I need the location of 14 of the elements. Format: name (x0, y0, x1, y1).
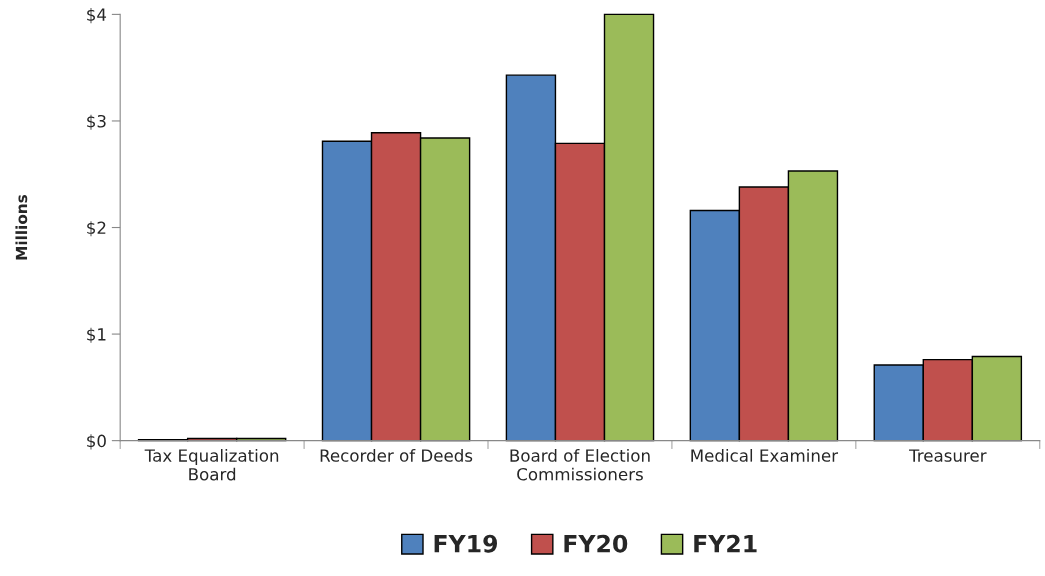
x-tick-label: Tax Equalization Board (144, 448, 279, 481)
y-axis-title: Millions (15, 194, 28, 260)
y-tick-label: $0 (87, 434, 106, 450)
legend-label: FY21 (694, 534, 757, 553)
x-tick-label: Board of Election Commissioners (510, 448, 650, 481)
x-tick-label: Medical Examiner (691, 448, 839, 462)
y-tick-label: $1 (87, 327, 106, 343)
x-tick-label: Recorder of Deeds (320, 448, 473, 462)
y-tick-label: $2 (87, 221, 106, 237)
legend-label: FY19 (434, 534, 498, 553)
y-tick-label: $3 (87, 114, 106, 130)
y-tick-label: $4 (87, 8, 107, 24)
x-tick-label: Treasurer (909, 449, 987, 462)
legend-label: FY20 (564, 534, 628, 553)
